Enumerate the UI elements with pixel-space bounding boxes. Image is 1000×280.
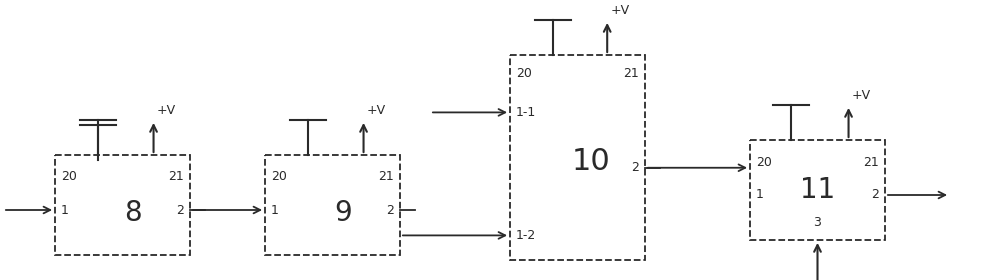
Text: 2: 2 [871,188,879,202]
Bar [265,155,400,255]
Text: 2: 2 [631,161,639,174]
Text: 21: 21 [623,67,639,80]
Text: 20: 20 [756,155,772,169]
Text: 20: 20 [61,171,77,183]
Text: +V: +V [852,89,871,102]
Text: 1-1: 1-1 [516,106,536,119]
Text: 21: 21 [168,171,184,183]
Text: 11: 11 [800,176,835,204]
Text: +V: +V [157,104,176,117]
Text: 2: 2 [176,204,184,216]
Text: +V: +V [610,4,629,17]
Bar [750,140,885,240]
Text: 20: 20 [516,67,532,80]
Text: 21: 21 [378,171,394,183]
Bar [55,155,190,255]
Text: 10: 10 [572,147,610,176]
Text: 20: 20 [271,171,287,183]
Text: 2: 2 [386,204,394,216]
Text: 1: 1 [756,188,764,202]
Text: 1: 1 [271,204,279,216]
Text: 21: 21 [863,155,879,169]
Bar [510,55,645,260]
Text: 8: 8 [124,199,142,227]
Text: +V: +V [367,104,386,117]
Text: 3: 3 [814,216,821,228]
Text: 1: 1 [61,204,69,216]
Text: 9: 9 [334,199,352,227]
Text: 1-2: 1-2 [516,229,536,242]
